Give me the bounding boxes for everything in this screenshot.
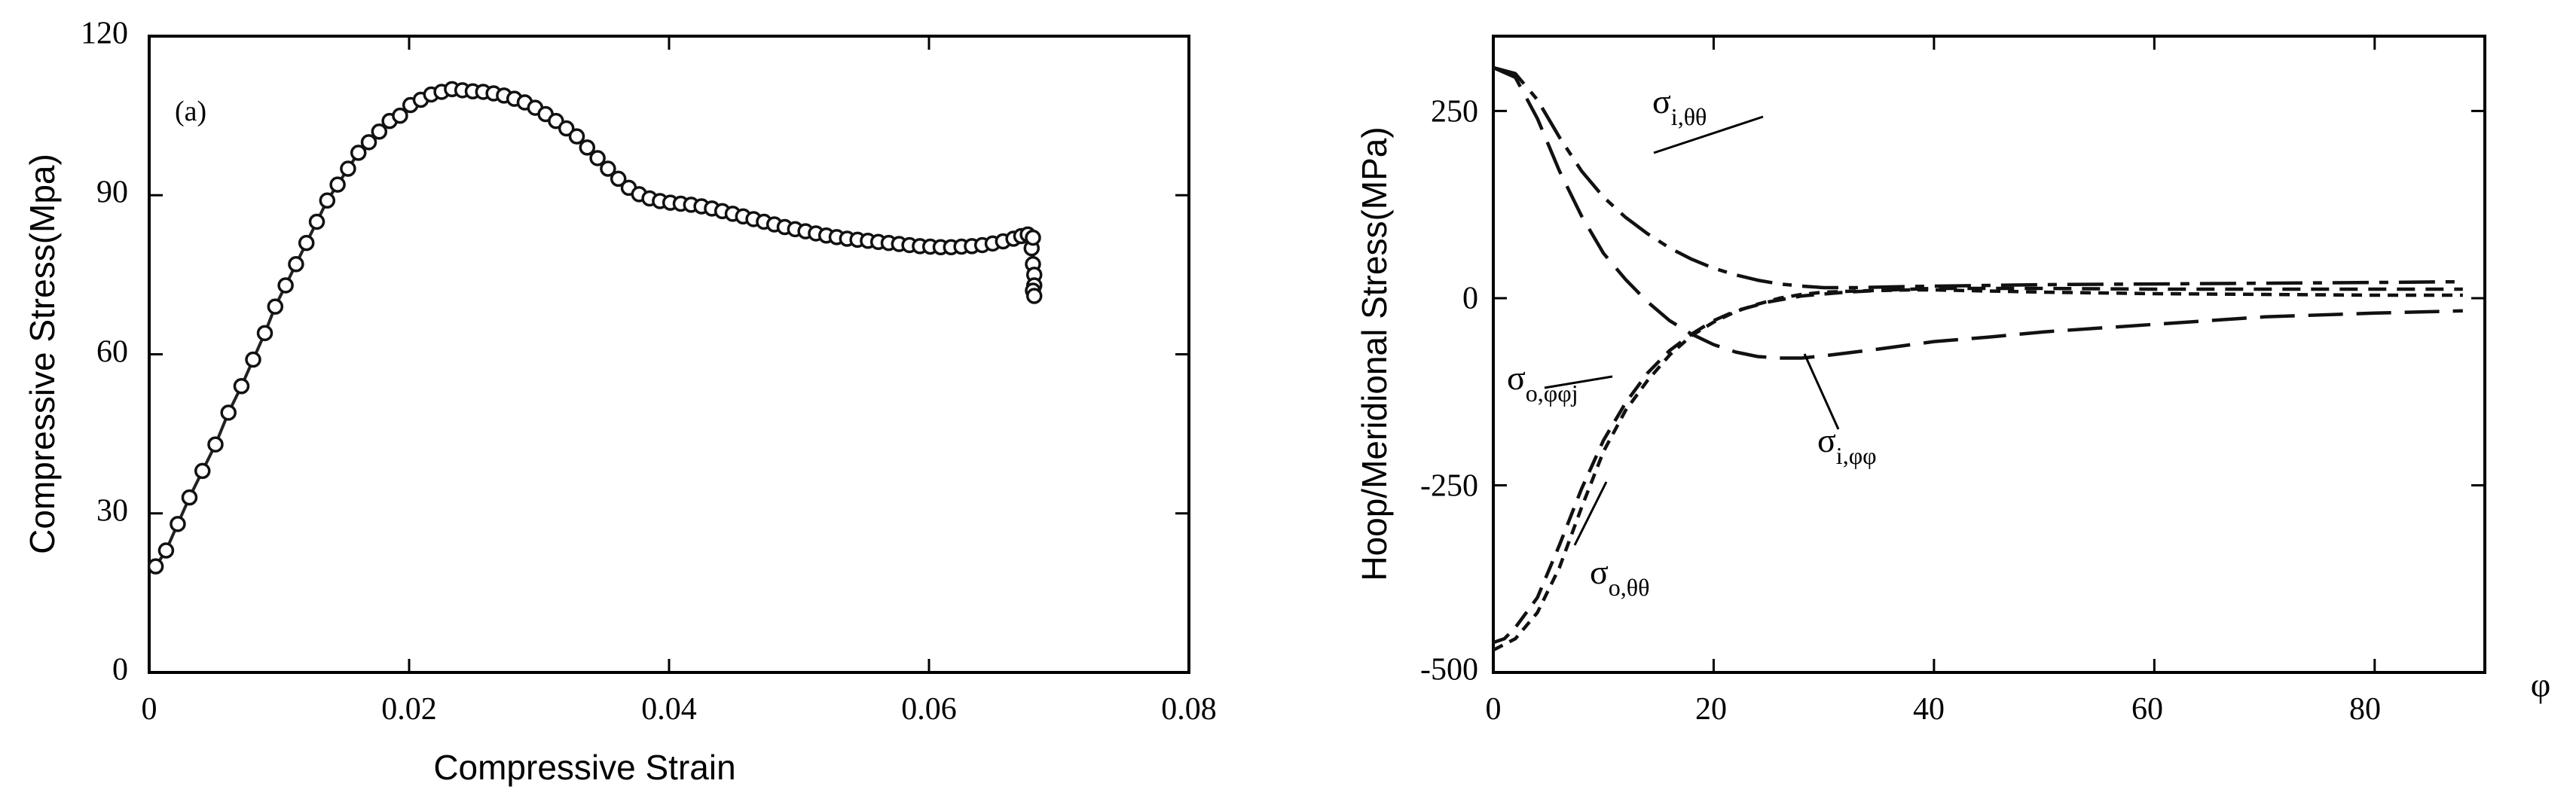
- left-y-axis-label: Compressive Stress(Mpa): [23, 154, 62, 554]
- right-y-tick-label: 250: [1431, 95, 1478, 130]
- data-point: [392, 107, 408, 124]
- data-point: [610, 170, 627, 188]
- panel-label: (a): [175, 96, 206, 127]
- series-line-0: [1493, 66, 2463, 290]
- left-x-tick-label: 0.06: [901, 692, 957, 727]
- left-x-axis-label: Compressive Strain: [433, 748, 735, 787]
- series-label-i-theta: σi,θθ: [1652, 82, 1707, 130]
- leader-line-o-phi: [1544, 375, 1613, 389]
- data-point: [207, 436, 224, 453]
- right-ticks: [1493, 36, 2485, 672]
- series-line-2: [1493, 286, 2463, 645]
- right-y-tick-label: -500: [1420, 653, 1478, 688]
- left-y-tick-label: 120: [81, 17, 128, 51]
- leader-line-i-phi: [1803, 353, 1840, 430]
- right-x-tick-label: 60: [2131, 692, 2163, 727]
- left-y-tick-label: 0: [112, 653, 128, 688]
- right-y-axis-label: Hoop/Meridional Stress(MPa): [1355, 127, 1394, 581]
- right-x-axis-label: φ: [2531, 666, 2551, 704]
- right-x-tick-label: 40: [1913, 692, 1945, 727]
- right-series: [1492, 66, 2463, 652]
- right-chart: 250 0 -250 -500 0 20 40 60 80 φ Hoop/Mer…: [1355, 35, 2551, 727]
- data-point: [350, 145, 367, 161]
- data-point: [579, 139, 596, 156]
- right-y-tick-label: -250: [1420, 469, 1478, 504]
- data-point: [589, 150, 606, 166]
- series-label-i-phi: σi,φφ: [1817, 421, 1877, 469]
- data-point: [288, 256, 304, 273]
- data-point: [319, 192, 336, 209]
- right-x-tick-label: 0: [1486, 692, 1502, 727]
- right-plot-frame: [1492, 35, 2486, 674]
- data-point: [277, 277, 294, 294]
- data-point: [170, 516, 186, 532]
- left-x-tick-label: 0.02: [381, 692, 437, 727]
- data-point: [267, 298, 284, 315]
- left-series: [147, 81, 1043, 575]
- data-point: [220, 404, 237, 421]
- data-point: [298, 234, 315, 252]
- left-y-tick-label: 90: [96, 175, 128, 210]
- leader-line-i-theta: [1653, 115, 1764, 154]
- data-point: [245, 351, 261, 368]
- data-point: [308, 213, 325, 230]
- data-point: [340, 160, 356, 177]
- series-label-o-theta: σo,θθ: [1590, 553, 1649, 601]
- left-chart: (a) 0 30 60 90 120 0 0.02 0.04 0.06 0.08…: [23, 17, 1217, 787]
- leader-line-o-theta: [1573, 481, 1608, 546]
- series-label-o-phi: σo,φφj: [1507, 358, 1578, 407]
- data-point: [157, 542, 175, 559]
- data-point: [371, 123, 388, 140]
- left-x-tick-label: 0: [142, 692, 157, 727]
- left-x-tick-label: 0.04: [641, 692, 697, 727]
- right-y-tick-label: 0: [1462, 282, 1478, 316]
- data-point: [256, 325, 273, 342]
- data-point: [360, 134, 377, 151]
- data-point: [1025, 229, 1041, 246]
- right-x-tick-label: 20: [1695, 692, 1727, 727]
- series-line-3: [1492, 288, 2463, 652]
- data-point: [194, 462, 211, 480]
- data-point: [1025, 288, 1043, 304]
- data-point: [181, 489, 198, 506]
- left-plot-frame: [148, 35, 1190, 674]
- data-point: [568, 128, 585, 145]
- right-x-tick-label: 80: [2349, 692, 2381, 727]
- data-point: [147, 558, 164, 575]
- left-ticks: [149, 36, 1189, 672]
- left-y-tick-label: 30: [96, 494, 128, 529]
- data-point: [558, 120, 575, 137]
- data-point: [600, 160, 616, 177]
- data-point: [329, 176, 346, 193]
- series-line-1: [1493, 66, 2463, 360]
- left-y-tick-label: 60: [96, 335, 128, 370]
- left-x-tick-label: 0.08: [1161, 692, 1217, 727]
- data-point: [233, 378, 250, 395]
